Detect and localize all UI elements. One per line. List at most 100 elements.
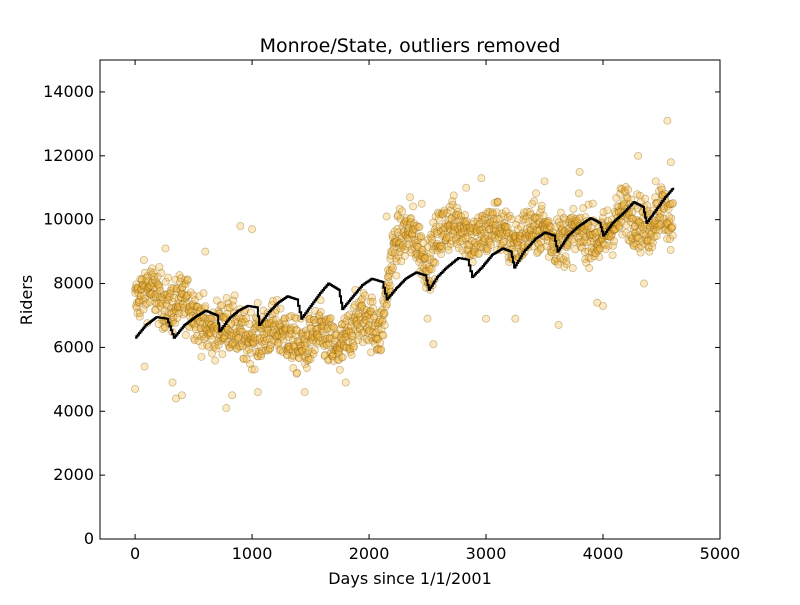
scatter-point	[416, 233, 425, 242]
scatter-point	[579, 238, 588, 246]
scatter-point	[403, 234, 412, 242]
scatter-point	[467, 230, 476, 239]
scatter-point	[517, 232, 526, 241]
scatter-point	[199, 313, 208, 322]
scatter-point	[248, 337, 257, 346]
scatter-point	[132, 280, 141, 289]
scatter-point	[399, 229, 408, 238]
scatter-point	[559, 213, 568, 222]
scatter-point	[399, 227, 408, 236]
scatter-point	[428, 245, 437, 254]
scatter-point	[470, 237, 479, 246]
scatter-point	[356, 315, 365, 324]
scatter-point	[285, 312, 294, 321]
scatter-point	[476, 225, 485, 234]
scatter-point	[458, 236, 467, 245]
scatter-point	[496, 240, 505, 248]
scatter-point	[289, 364, 298, 373]
scatter-point	[435, 210, 444, 219]
scatter-point	[163, 291, 171, 300]
scatter-point	[159, 295, 168, 303]
scatter-point	[466, 226, 475, 235]
scatter-point	[163, 296, 172, 305]
scatter-point	[551, 256, 560, 265]
scatter-point	[185, 302, 194, 311]
scatter-point	[509, 238, 518, 247]
scatter-point	[415, 255, 424, 263]
scatter-point	[454, 243, 463, 252]
scatter-point	[301, 360, 310, 369]
scatter-point	[283, 343, 292, 352]
scatter-point	[252, 347, 261, 356]
scatter-point	[345, 343, 354, 352]
scatter-point	[172, 287, 181, 296]
scatter-point	[153, 272, 162, 281]
scatter-point	[359, 289, 368, 298]
scatter-point	[465, 223, 474, 232]
scatter-point	[577, 228, 586, 237]
scatter-point	[538, 221, 546, 230]
scatter-point	[140, 268, 149, 277]
scatter-point	[576, 232, 585, 241]
scatter-point	[253, 352, 262, 361]
scatter-point	[196, 324, 205, 333]
scatter-point	[414, 223, 423, 232]
scatter-point	[284, 333, 293, 341]
scatter-point	[411, 250, 420, 259]
scatter-point	[584, 200, 593, 209]
scatter-point	[472, 242, 480, 251]
scatter-point	[561, 252, 570, 261]
scatter-point	[275, 319, 284, 328]
scatter-point	[347, 351, 356, 359]
scatter-point	[135, 312, 144, 321]
scatter-point	[209, 323, 218, 332]
scatter-point	[251, 324, 260, 332]
scatter-point	[175, 309, 184, 318]
scatter-point	[472, 223, 481, 232]
scatter-point	[465, 241, 474, 250]
scatter-point	[246, 359, 255, 368]
scatter-point	[309, 316, 318, 324]
scatter-point	[278, 332, 286, 341]
scatter-point	[370, 313, 379, 322]
scatter-point	[149, 293, 158, 302]
scatter-point	[344, 323, 352, 332]
scatter-point	[624, 185, 633, 194]
scatter-point	[400, 219, 409, 227]
scatter-point	[365, 314, 374, 323]
scatter-point	[421, 254, 429, 262]
scatter-point	[356, 312, 365, 321]
scatter-point	[144, 282, 153, 291]
scatter-point	[237, 318, 246, 327]
scatter-point	[184, 305, 193, 314]
scatter-point	[299, 328, 307, 337]
scatter-point	[197, 332, 206, 341]
scatter-point	[456, 228, 465, 237]
scatter-point	[222, 404, 231, 413]
scatter-point	[450, 227, 459, 236]
scatter-point	[291, 348, 300, 357]
y-tick-label: 12000	[43, 146, 94, 165]
scatter-point	[357, 296, 366, 305]
scatter-point	[164, 293, 173, 302]
scatter-point	[322, 325, 331, 334]
scatter-point	[337, 339, 346, 348]
scatter-point	[249, 340, 258, 349]
scatter-point	[460, 217, 469, 226]
scatter-point	[182, 291, 191, 300]
scatter-point	[354, 298, 363, 307]
scatter-point	[226, 331, 235, 340]
scatter-point	[223, 303, 232, 312]
scatter-point	[249, 337, 258, 346]
scatter-point	[183, 275, 192, 284]
scatter-point	[580, 236, 589, 245]
scatter-point	[314, 339, 323, 348]
scatter-point	[440, 222, 449, 231]
scatter-point	[566, 215, 574, 224]
scatter-point	[413, 242, 422, 251]
scatter-point	[394, 228, 403, 237]
scatter-point	[524, 217, 533, 226]
scatter-point	[364, 311, 373, 319]
scatter-point	[358, 329, 367, 338]
scatter-point	[149, 269, 158, 277]
